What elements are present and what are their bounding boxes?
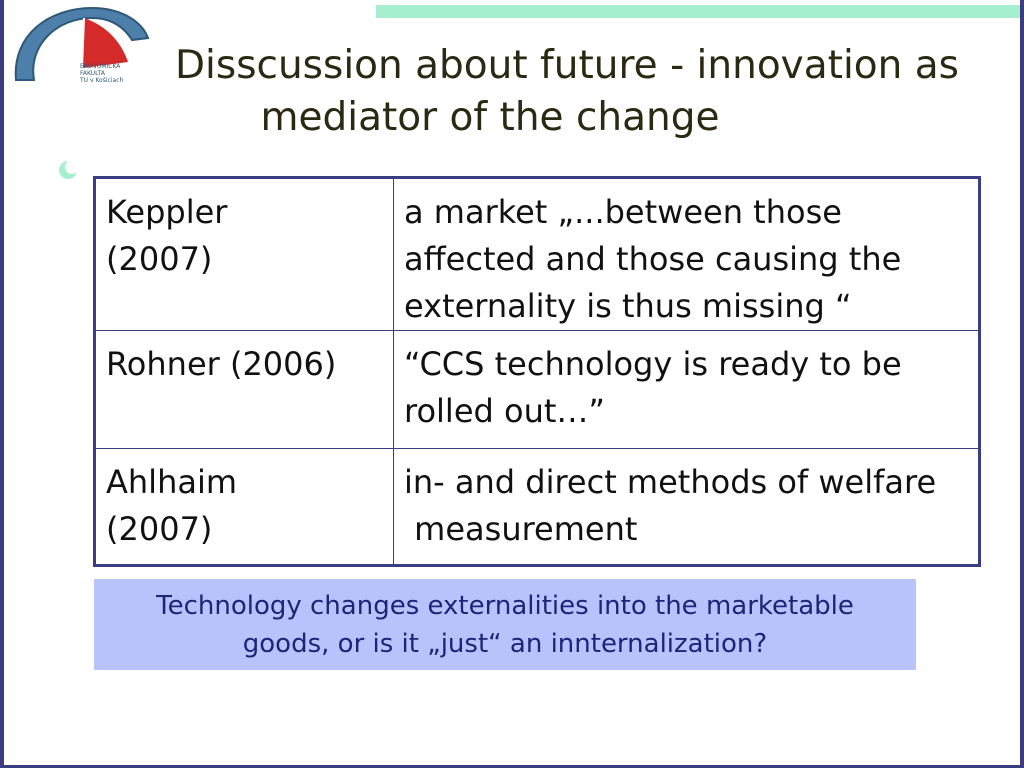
table-row: Keppler (2007) a market „...between thos… bbox=[95, 178, 979, 331]
author-cell: Ahlhaim (2007) bbox=[95, 448, 394, 565]
quote-line: in- and direct methods of welfare bbox=[404, 463, 937, 501]
quote-line: a market „...between those bbox=[404, 193, 842, 231]
callout-line-1: Technology changes externalities into th… bbox=[156, 591, 854, 621]
top-accent-bar bbox=[376, 5, 1020, 18]
faculty-logo: EKONOMICKÁ FAKULTA TU v Košiciach bbox=[14, 6, 150, 84]
author-line: Keppler bbox=[106, 193, 228, 231]
author-line: Rohner (2006) bbox=[106, 345, 337, 383]
quote-line: rolled out…” bbox=[404, 392, 605, 430]
slide-title: Disscussion about future - innovation as… bbox=[150, 40, 970, 144]
quote-cell: a market „...between those affected and … bbox=[393, 178, 979, 331]
callout-line-2: goods, or is it „just“ an innternalizati… bbox=[242, 629, 768, 659]
quote-line: measurement bbox=[404, 510, 638, 548]
table-row: Rohner (2006) “CCS technology is ready t… bbox=[95, 330, 979, 449]
title-line-2: mediator of the change bbox=[260, 95, 720, 140]
logo-text-line1: EKONOMICKÁ bbox=[80, 63, 121, 70]
quote-line: affected and those causing the bbox=[404, 240, 902, 278]
author-line: (2007) bbox=[106, 240, 213, 278]
author-line: Ahlhaim bbox=[106, 463, 238, 501]
callout-box: Technology changes externalities into th… bbox=[94, 579, 916, 670]
quote-line: externality is thus missing “ bbox=[404, 287, 852, 325]
quote-line: “CCS technology is ready to be bbox=[404, 345, 902, 383]
citation-table: Keppler (2007) a market „...between thos… bbox=[93, 176, 981, 567]
quote-cell: in- and direct methods of welfare measur… bbox=[393, 448, 979, 565]
author-line: (2007) bbox=[106, 510, 213, 548]
table-row: Ahlhaim (2007) in- and direct methods of… bbox=[95, 448, 979, 565]
title-line-1: Disscussion about future - innovation as bbox=[175, 43, 959, 88]
logo-text-line2: FAKULTA bbox=[80, 70, 106, 77]
bullet-icon bbox=[59, 160, 79, 179]
author-cell: Keppler (2007) bbox=[95, 178, 394, 331]
author-cell: Rohner (2006) bbox=[95, 330, 394, 449]
logo-text-line3: TU v Košiciach bbox=[79, 77, 123, 84]
quote-cell: “CCS technology is ready to be rolled ou… bbox=[393, 330, 979, 449]
